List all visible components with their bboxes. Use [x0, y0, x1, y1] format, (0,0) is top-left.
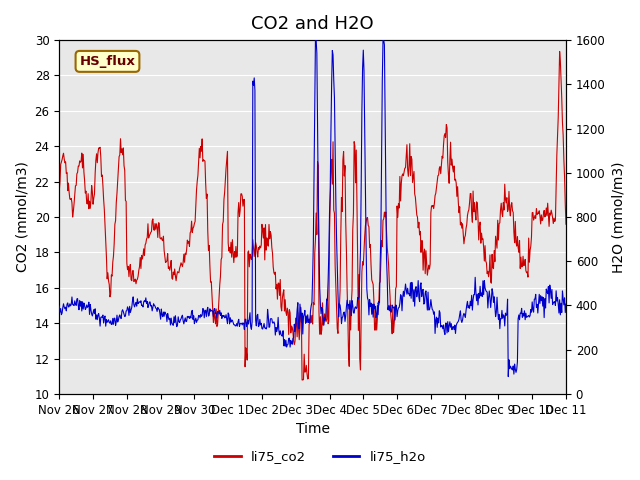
- X-axis label: Time: Time: [296, 422, 330, 436]
- Y-axis label: H2O (mmol/m3): H2O (mmol/m3): [611, 161, 625, 273]
- Legend: li75_co2, li75_h2o: li75_co2, li75_h2o: [209, 445, 431, 468]
- Title: CO2 and H2O: CO2 and H2O: [252, 15, 374, 33]
- Y-axis label: CO2 (mmol/m3): CO2 (mmol/m3): [15, 162, 29, 273]
- Text: HS_flux: HS_flux: [79, 55, 136, 68]
